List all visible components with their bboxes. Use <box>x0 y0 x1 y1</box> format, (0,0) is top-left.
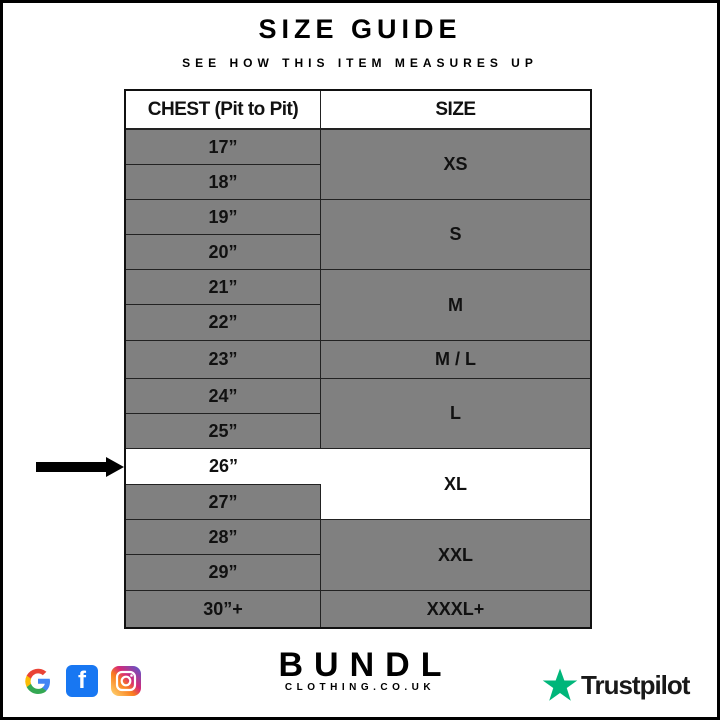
brand-sub: CLOTHING.CO.UK <box>284 682 436 693</box>
chest-cell: 27” <box>126 485 321 520</box>
header-size: SIZE <box>321 91 590 130</box>
size-cell: L <box>321 379 590 449</box>
chest-cell: 22” <box>126 305 321 341</box>
chest-cell: 18” <box>126 165 321 200</box>
trustpilot-logo[interactable]: Trustpilot <box>542 667 690 703</box>
chest-cell: 24” <box>126 379 321 414</box>
chest-cell: 23” <box>126 341 321 379</box>
chest-cell: 17” <box>126 130 321 165</box>
google-icon[interactable] <box>22 665 54 697</box>
star-icon <box>542 668 578 701</box>
instagram-icon[interactable] <box>110 665 142 697</box>
size-cell: M / L <box>321 341 590 379</box>
chest-cell: 19” <box>126 200 321 235</box>
size-cell: M <box>321 270 590 341</box>
trustpilot-text: Trustpilot <box>581 669 690 700</box>
chest-cell: 25” <box>126 414 321 449</box>
size-cell-highlighted: XL <box>321 449 590 520</box>
chest-cell: 29” <box>126 555 321 591</box>
size-cell: XXL <box>321 520 590 591</box>
size-cell: XXXL+ <box>426 598 485 619</box>
size-table: CHEST (Pit to Pit) SIZE 17” 18” 19” 20” … <box>124 89 592 629</box>
facebook-icon[interactable]: f <box>66 665 98 697</box>
size-cell: XS <box>321 130 590 200</box>
chest-cell: 21” <box>126 270 321 305</box>
arrow-right-icon <box>36 457 124 477</box>
chest-cell: 20” <box>126 235 321 270</box>
subtitle: SEE HOW THIS ITEM MEASURES UP <box>182 56 538 70</box>
chest-cell-highlighted: 26” <box>126 449 321 485</box>
page-title: SIZE GUIDE <box>258 14 462 44</box>
brand-name: BUNDL <box>278 646 453 684</box>
social-icons: f <box>22 665 142 697</box>
size-cell: S <box>321 200 590 270</box>
header-chest: CHEST (Pit to Pit) <box>126 91 321 130</box>
chest-cell: 30”+ <box>126 591 321 627</box>
brand-logo: BUNDL CLOTHING.CO.UK <box>278 648 442 693</box>
chest-cell: 28” <box>126 520 321 555</box>
